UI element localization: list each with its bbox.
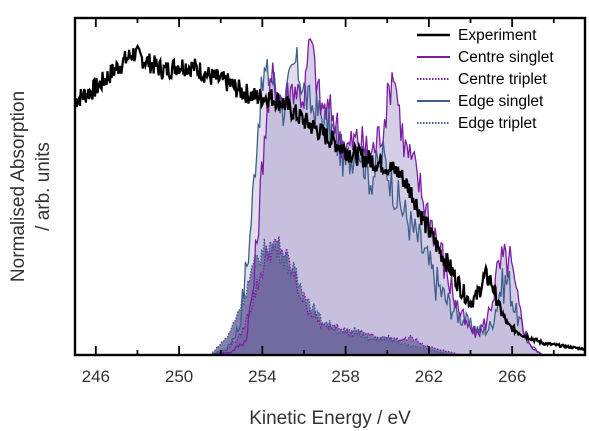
y-axis-label: Normalised Absorption / arb. units — [8, 91, 54, 282]
x-axis-label: Kinetic Energy / eV — [249, 408, 411, 429]
axis-ticks — [94, 18, 555, 355]
legend-label-edge-triplet: Edge triplet — [458, 115, 537, 132]
x-tick-label: 250 — [165, 367, 193, 386]
edge-triplet-line — [209, 238, 450, 356]
legend-label-experiment: Experiment — [458, 27, 537, 44]
centre-triplet-line — [220, 236, 461, 356]
x-tick-label: 258 — [331, 367, 359, 386]
legend-label-edge-singlet: Edge singlet — [458, 93, 544, 110]
plot-frame — [73, 16, 587, 357]
legend-label-centre-triplet: Centre triplet — [458, 71, 547, 88]
centre-singlet-line — [210, 37, 544, 356]
y-axis-label-line-2: / arb. units — [33, 142, 54, 231]
y-axis-label-line-1: Normalised Absorption — [8, 91, 29, 282]
series-lines — [73, 37, 586, 356]
edge-triplet-fill — [210, 238, 450, 355]
x-tick-labels: 246 250 254 258 262 266 — [82, 367, 527, 386]
x-tick-label: 262 — [415, 367, 443, 386]
edge-singlet-line — [210, 47, 542, 356]
legend: Experiment Centre singlet Centre triplet Ed… — [417, 27, 554, 132]
x-tick-label: 266 — [498, 367, 526, 386]
legend-label-centre-singlet: Centre singlet — [458, 49, 554, 66]
x-tick-label: 254 — [248, 367, 276, 386]
experiment-line — [73, 43, 586, 352]
x-tick-label: 246 — [82, 367, 110, 386]
